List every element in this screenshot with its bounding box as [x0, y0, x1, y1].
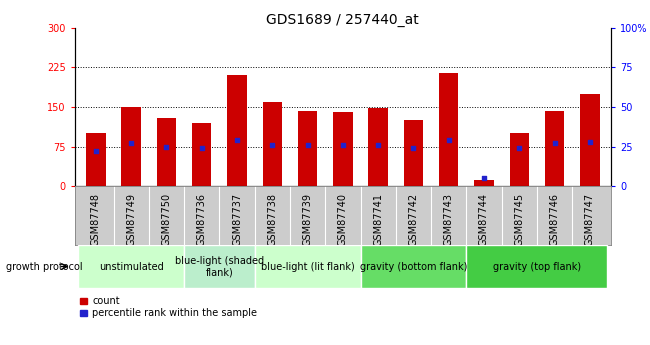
Text: blue-light (shaded
flank): blue-light (shaded flank) [175, 256, 264, 277]
Bar [122, 107, 141, 186]
Point [373, 142, 384, 148]
Bar [86, 134, 105, 186]
Point [302, 142, 313, 148]
Point [338, 142, 348, 148]
Legend: count, percentile rank within the sample: count, percentile rank within the sample [79, 296, 257, 318]
Point [584, 139, 595, 145]
Point [267, 142, 278, 148]
Bar [361, 245, 466, 288]
Point [161, 144, 172, 149]
Bar [466, 245, 608, 288]
Bar [333, 112, 352, 186]
Bar [184, 245, 255, 288]
Point [443, 138, 454, 143]
Bar [78, 245, 184, 288]
Bar [545, 111, 564, 186]
Text: blue-light (lit flank): blue-light (lit flank) [261, 262, 354, 272]
Title: GDS1689 / 257440_at: GDS1689 / 257440_at [266, 12, 419, 27]
Bar [227, 75, 247, 186]
Point [549, 141, 560, 146]
Bar [510, 134, 529, 186]
Point [514, 146, 525, 151]
Text: growth protocol: growth protocol [6, 262, 83, 272]
Bar [580, 94, 599, 186]
Text: unstimulated: unstimulated [99, 262, 164, 272]
Text: gravity (bottom flank): gravity (bottom flank) [359, 262, 467, 272]
Bar [255, 245, 361, 288]
Text: gravity (top flank): gravity (top flank) [493, 262, 581, 272]
Bar [298, 111, 317, 186]
Bar [404, 120, 423, 186]
Point [479, 176, 489, 181]
Bar [369, 108, 388, 186]
Bar [263, 102, 282, 186]
Bar [192, 123, 211, 186]
Bar [157, 118, 176, 186]
Point [196, 146, 207, 151]
Point [91, 149, 101, 154]
Bar [439, 72, 458, 186]
Bar [474, 180, 494, 186]
Point [126, 141, 136, 146]
Point [232, 138, 242, 143]
Point [408, 146, 419, 151]
